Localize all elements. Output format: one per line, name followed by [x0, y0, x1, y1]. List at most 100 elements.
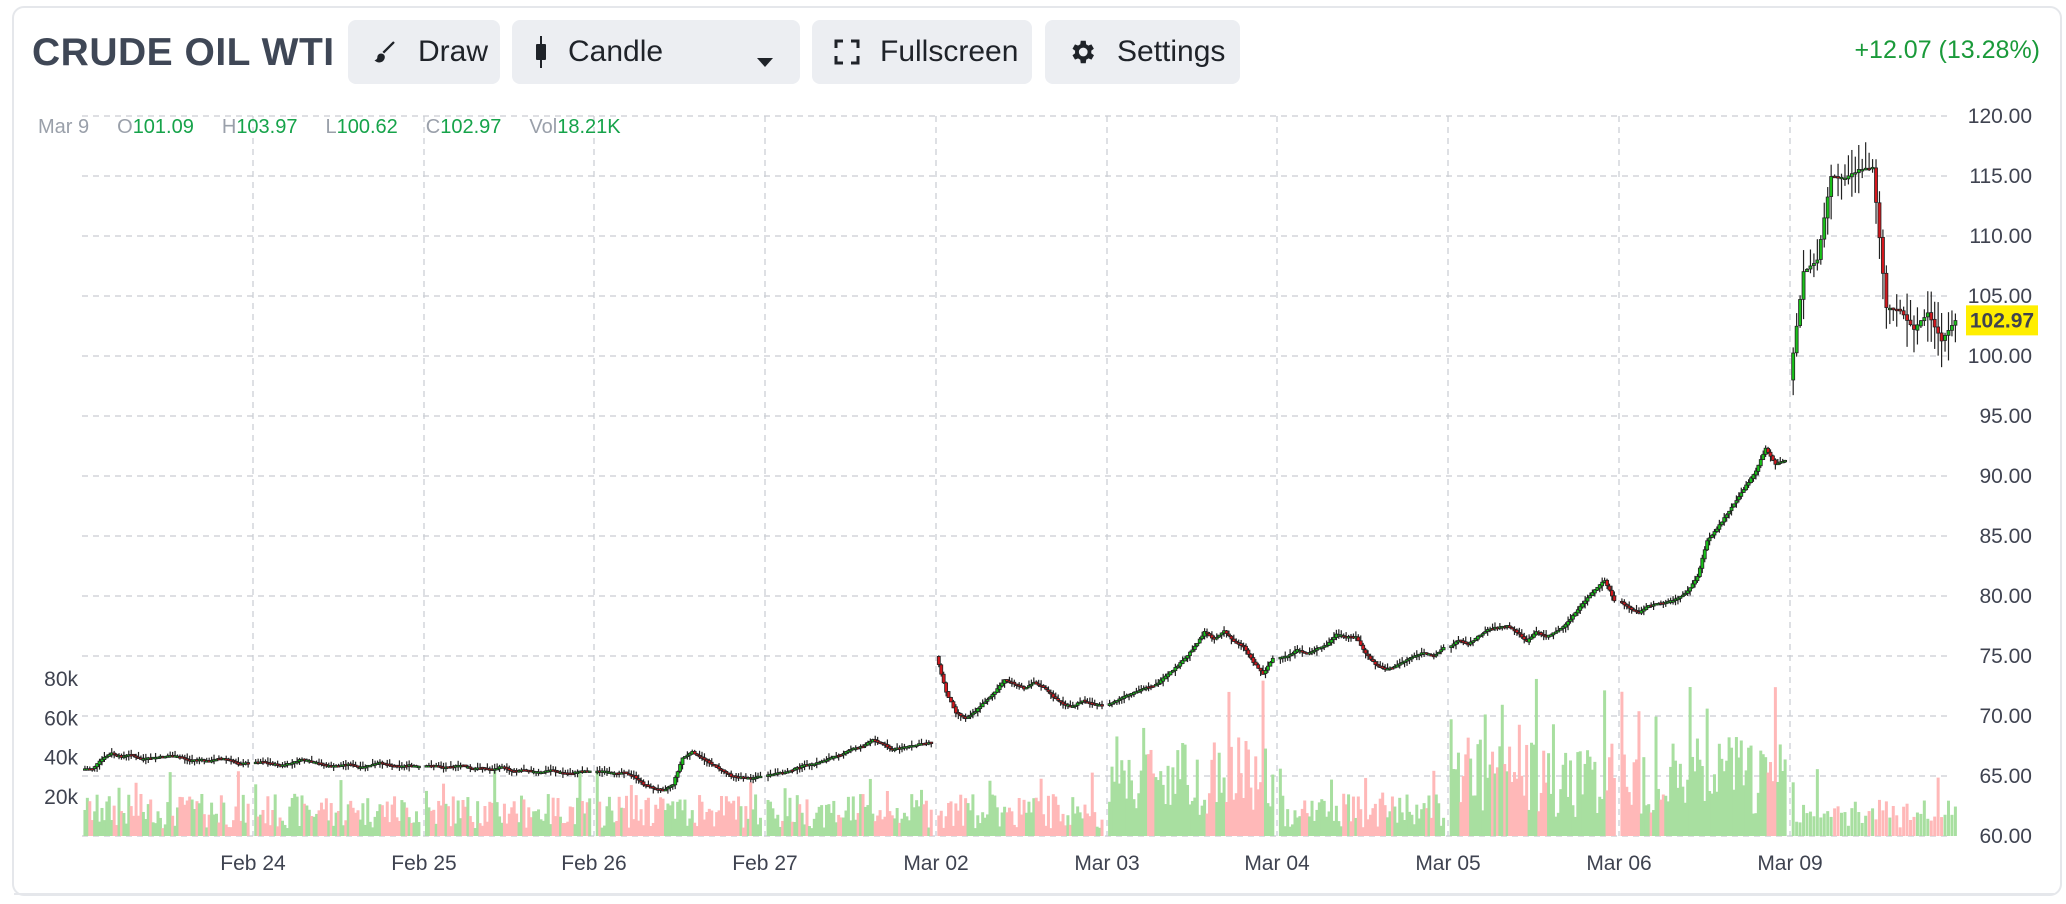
x-tick-label: Feb 24: [220, 852, 286, 875]
candle-up: [1756, 464, 1761, 472]
volume-bar: [1833, 808, 1837, 836]
candle-up: [102, 756, 107, 760]
volume-bar: [1678, 763, 1682, 836]
volume-bar: [1025, 812, 1029, 836]
volume-bar: [1359, 809, 1363, 836]
candle-down: [112, 752, 117, 755]
volume-bar: [973, 828, 977, 836]
volume-bar: [678, 799, 682, 836]
x-tick-label: Feb 26: [561, 852, 626, 875]
volume-bar: [1376, 826, 1380, 836]
volume-bar: [214, 813, 218, 836]
volume-bar: [1525, 744, 1529, 836]
y-tick-label: 90.00: [1979, 465, 2032, 488]
candle-up: [1410, 656, 1414, 660]
chart-type-select[interactable]: Candle: [512, 20, 800, 84]
volume-bar: [937, 815, 941, 836]
volume-bar: [1049, 828, 1053, 836]
volume-bar: [1286, 809, 1290, 836]
candle-up: [1000, 682, 1005, 687]
candle-up: [1073, 704, 1078, 707]
volume-bar: [358, 819, 362, 836]
volume-bar: [378, 804, 382, 836]
volume-bar: [254, 784, 258, 836]
candle-up: [1583, 600, 1588, 604]
volume-bar: [1773, 687, 1777, 836]
volume-bar: [1666, 801, 1670, 836]
volume-bar: [1295, 817, 1299, 836]
volume-bar: [268, 825, 272, 836]
volume-bar: [610, 810, 614, 836]
candle-up: [1749, 477, 1753, 483]
volume-bar: [1349, 821, 1353, 836]
volume-bar: [1843, 812, 1847, 836]
candle-down: [724, 771, 729, 774]
draw-button[interactable]: Draw: [348, 20, 500, 84]
low-value: 100.62: [336, 116, 398, 138]
candle-up: [1953, 320, 1958, 326]
volume-bar: [185, 800, 189, 836]
volume-bar: [293, 793, 297, 836]
volume-bar: [107, 796, 111, 836]
volume-bar: [1461, 776, 1465, 836]
candle-up: [1553, 631, 1558, 634]
volume-bar: [337, 811, 341, 836]
volume-bar: [1764, 757, 1768, 836]
volume-bar: [651, 822, 655, 836]
volume-bar: [1610, 743, 1614, 836]
volume-bar: [1517, 724, 1521, 836]
volume-bar: [598, 801, 602, 836]
volume-bar: [1622, 754, 1626, 836]
fullscreen-button[interactable]: Fullscreen: [812, 20, 1032, 84]
candle-down: [90, 768, 95, 771]
candle-up: [1688, 587, 1693, 592]
volume-bar: [1173, 793, 1177, 836]
volume-bar: [1776, 781, 1780, 836]
volume-bar: [380, 805, 384, 836]
volume-bar: [500, 822, 504, 836]
volume-bar: [498, 816, 502, 836]
volume-bar: [698, 795, 702, 836]
volume-bar: [1850, 808, 1854, 836]
volume-bar: [1867, 811, 1871, 836]
settings-button[interactable]: Settings: [1045, 20, 1240, 84]
candle-up: [1727, 510, 1731, 515]
volume-bar: [707, 808, 711, 836]
volume-bar: [1325, 816, 1329, 836]
volume-bar: [1020, 814, 1024, 836]
volume-bar: [554, 816, 558, 836]
candle-down: [624, 771, 629, 775]
volume-bar: [405, 807, 409, 836]
volume-bar: [942, 827, 946, 836]
candle-up: [1332, 636, 1336, 641]
candle-up: [1197, 638, 1202, 644]
volume-bar: [1508, 746, 1512, 836]
volume-bar: [327, 820, 331, 836]
candle-up: [1753, 470, 1758, 476]
volume-bar: [1857, 812, 1861, 836]
volume-bar: [461, 799, 465, 836]
candle-up: [1395, 664, 1400, 668]
volume-bar: [949, 801, 953, 836]
candle-up: [1529, 636, 1534, 640]
candle-up: [1829, 176, 1834, 197]
x-tick-label: Mar 03: [1074, 852, 1139, 875]
volume-bar: [449, 826, 453, 836]
volume-bar: [1244, 741, 1248, 836]
volume-bar: [205, 827, 209, 836]
volume-bar: [200, 793, 204, 836]
candle-down: [1239, 643, 1244, 647]
candle-up: [1449, 645, 1454, 648]
volume-bar: [681, 810, 685, 836]
volume-bar: [1288, 826, 1292, 836]
volume-bar: [1442, 817, 1446, 836]
candle-up: [685, 754, 690, 758]
candle-down: [885, 744, 890, 748]
candle-down: [1773, 459, 1778, 465]
candle-up: [1217, 634, 1222, 638]
volume-bar: [727, 801, 731, 836]
volume-bar: [168, 772, 172, 836]
candle-up: [1563, 623, 1568, 628]
volume-bar: [981, 812, 985, 836]
